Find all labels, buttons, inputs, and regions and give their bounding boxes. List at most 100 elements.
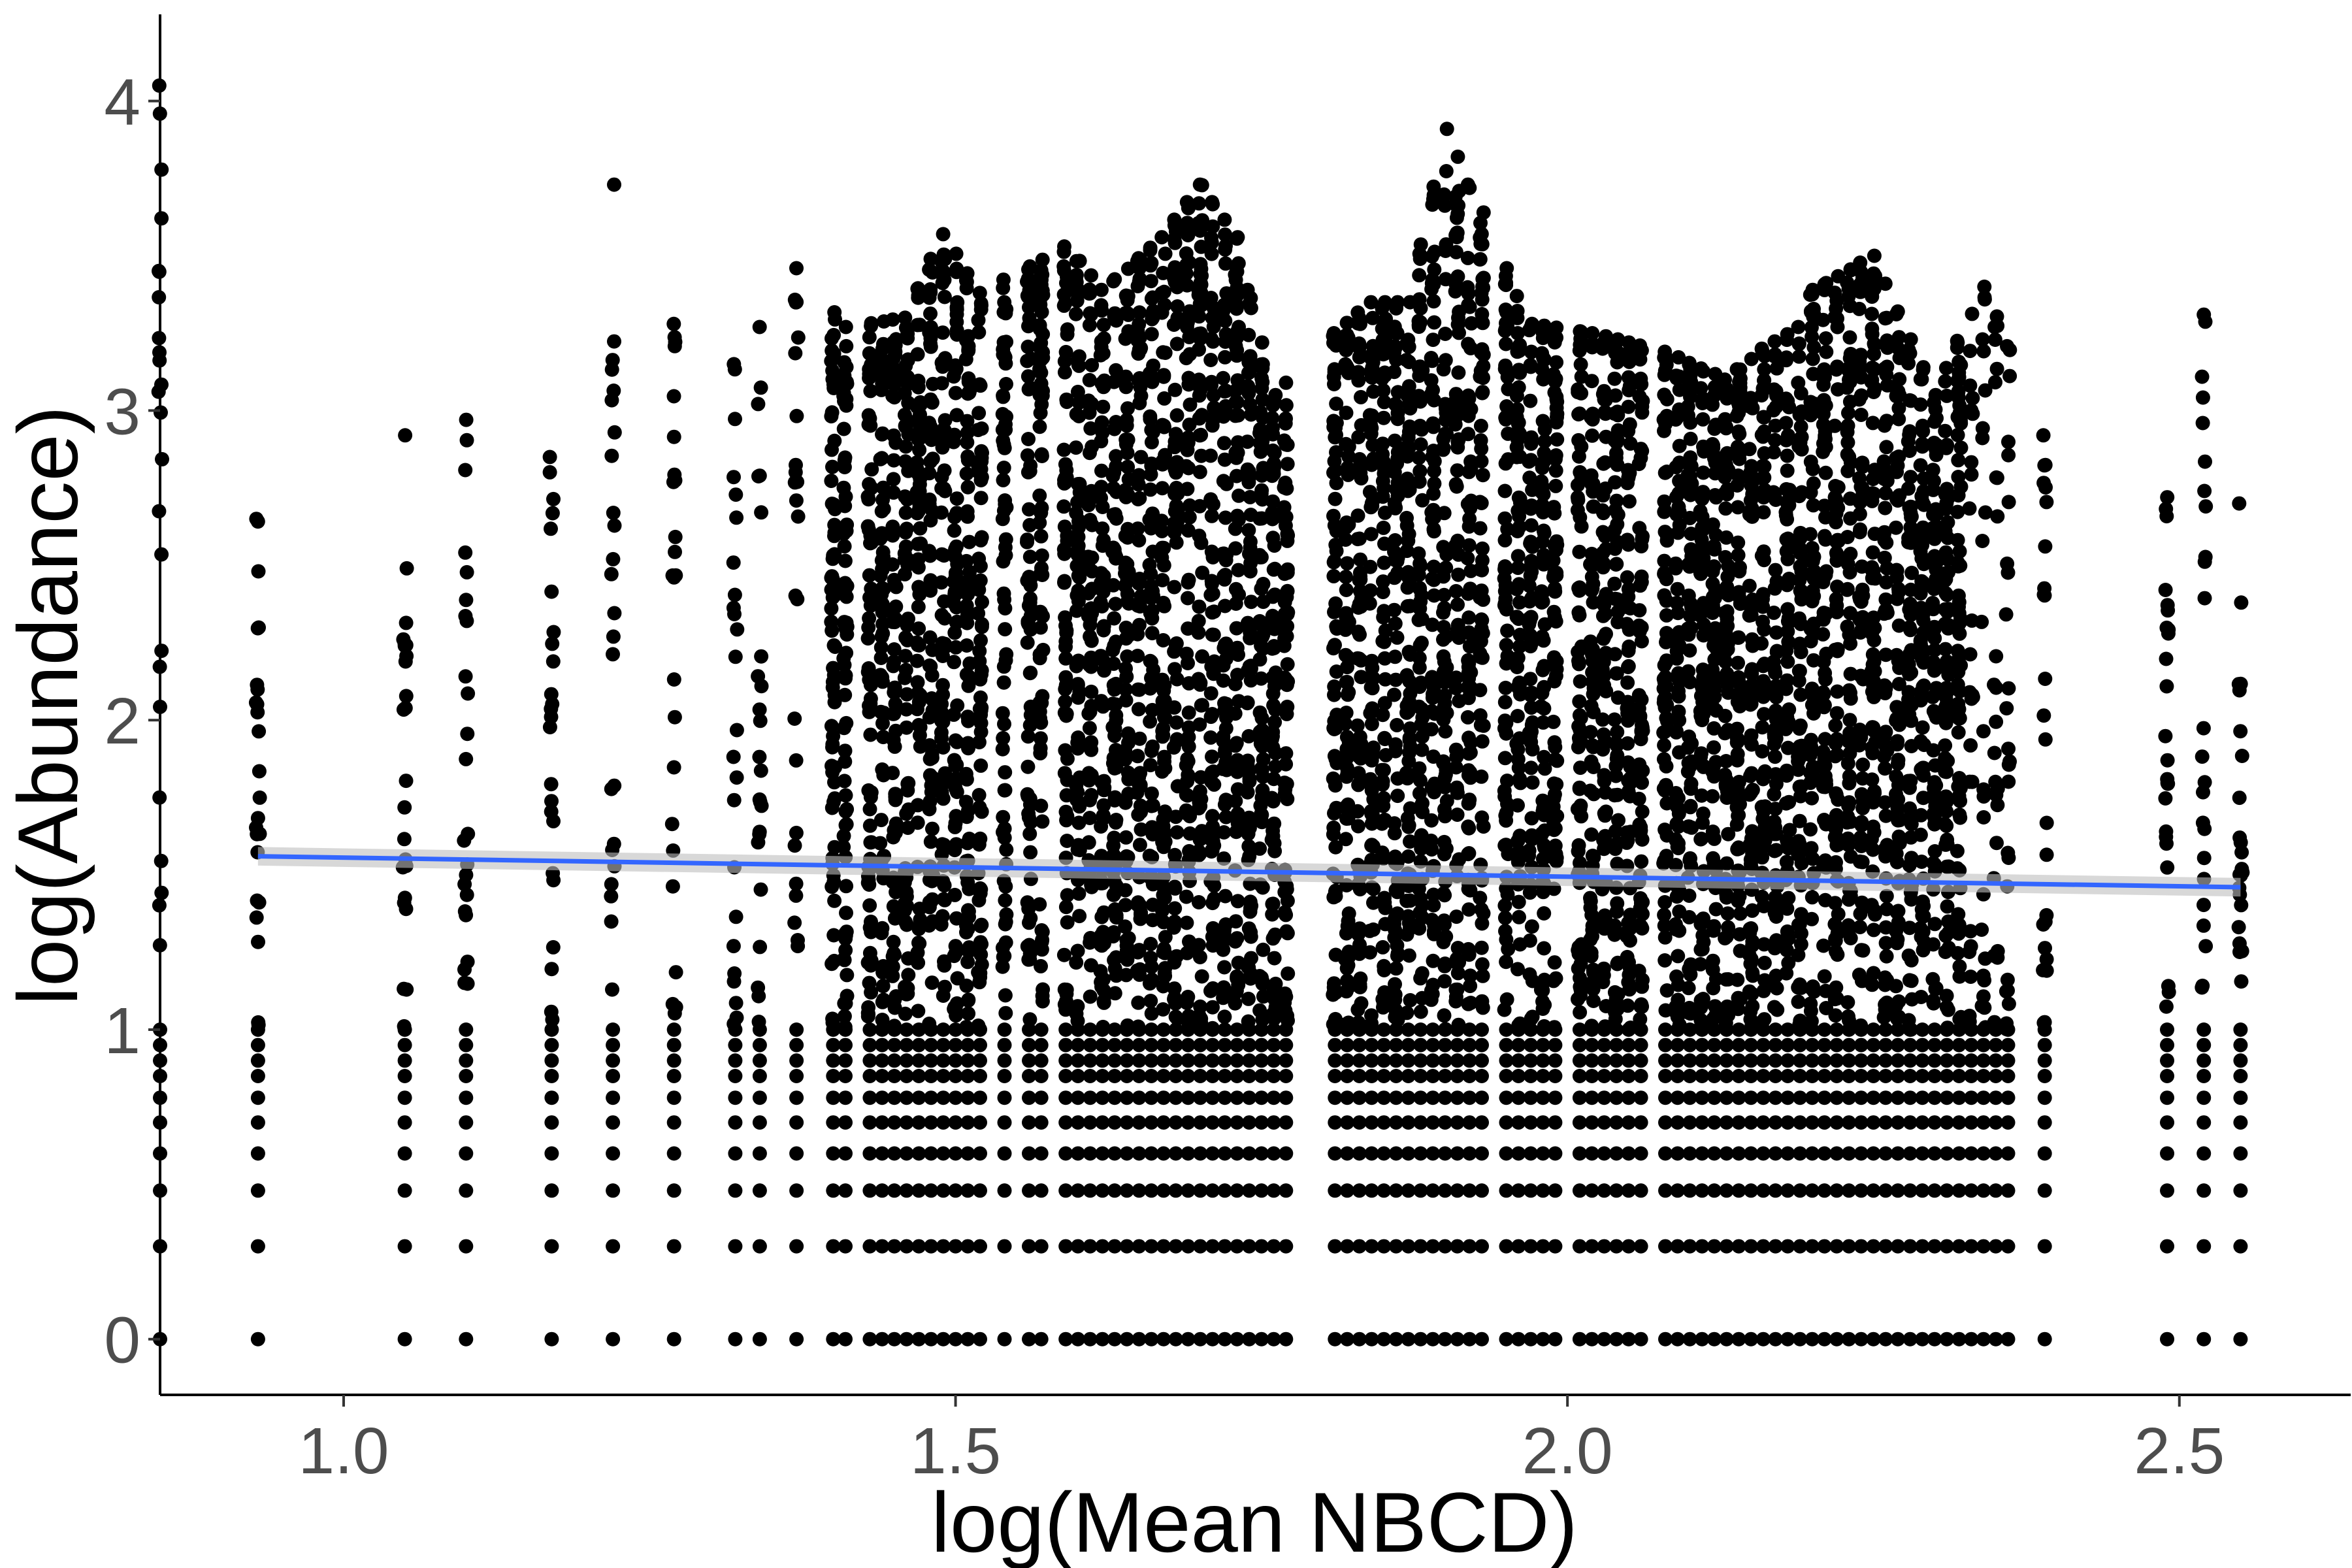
data-point <box>1362 923 1377 938</box>
data-point <box>1230 1115 1245 1130</box>
data-point <box>1463 979 1478 994</box>
data-point <box>1021 289 1036 304</box>
data-point <box>1620 532 1635 547</box>
data-point <box>1143 482 1158 497</box>
data-point <box>1584 1090 1599 1105</box>
data-point <box>1204 231 1218 246</box>
data-point <box>728 996 743 1011</box>
data-point <box>1034 923 1049 938</box>
data-point <box>875 605 890 619</box>
data-point <box>1474 345 1489 360</box>
data-point <box>789 261 804 276</box>
data-point <box>1424 842 1439 857</box>
data-point <box>1217 1115 1232 1130</box>
data-point <box>1547 581 1562 596</box>
data-point <box>1339 405 1354 420</box>
data-point <box>899 1053 914 1068</box>
data-point <box>838 1331 853 1347</box>
data-point <box>948 385 963 400</box>
data-point <box>1069 955 1084 970</box>
data-point <box>1021 952 1036 967</box>
data-point <box>1181 754 1196 769</box>
data-point <box>960 1115 975 1130</box>
data-point <box>1497 694 1512 710</box>
data-point <box>666 429 681 444</box>
data-point <box>1035 568 1050 582</box>
data-point <box>1475 916 1490 931</box>
data-point <box>397 1069 412 1083</box>
data-point <box>875 1331 890 1347</box>
data-point <box>1228 541 1243 556</box>
data-point <box>1498 680 1513 695</box>
data-point <box>1022 1069 1036 1083</box>
data-point <box>459 433 474 448</box>
data-point <box>1130 749 1145 764</box>
data-point <box>922 290 937 305</box>
data-point <box>1573 357 1588 372</box>
data-point <box>397 1183 412 1198</box>
data-point <box>1597 1239 1612 1254</box>
data-point <box>752 1069 767 1083</box>
data-point <box>838 1090 853 1105</box>
data-point <box>888 696 903 711</box>
data-point <box>885 766 900 781</box>
data-point <box>863 384 878 399</box>
data-point <box>997 1022 1012 1037</box>
data-point <box>973 947 988 962</box>
data-point <box>1058 1183 1073 1198</box>
data-point <box>607 606 622 621</box>
data-point <box>1437 834 1452 849</box>
data-point <box>1032 897 1047 912</box>
data-point <box>1267 446 1282 461</box>
data-point <box>666 1069 681 1083</box>
data-point <box>1120 459 1135 474</box>
data-point <box>1597 806 1612 821</box>
data-point <box>961 741 975 756</box>
data-point <box>1448 417 1463 432</box>
data-point <box>1635 529 1650 544</box>
data-point <box>922 802 937 817</box>
data-point <box>958 766 973 781</box>
data-point <box>999 376 1013 391</box>
data-point <box>1524 518 1539 533</box>
data-point <box>1242 1037 1257 1053</box>
data-point <box>1228 408 1243 423</box>
data-point <box>1118 898 1133 913</box>
data-point <box>960 1069 975 1083</box>
data-point <box>1133 599 1147 614</box>
data-point <box>1070 1090 1085 1105</box>
data-point <box>1096 532 1111 547</box>
data-point <box>728 487 743 502</box>
data-point <box>604 566 619 581</box>
data-point <box>1181 575 1196 590</box>
data-point <box>1632 1021 1647 1036</box>
data-point <box>1168 1090 1183 1105</box>
data-point <box>1228 794 1243 809</box>
data-point <box>397 636 412 651</box>
data-point <box>1207 400 1222 416</box>
data-point <box>996 472 1011 487</box>
data-point <box>1107 953 1122 968</box>
data-point <box>1633 1069 1648 1083</box>
data-point <box>948 1022 963 1037</box>
data-point <box>911 621 926 636</box>
data-point <box>1535 685 1550 700</box>
data-point <box>459 1115 474 1130</box>
data-point <box>1132 261 1147 276</box>
data-point <box>885 968 900 983</box>
data-point <box>789 888 804 903</box>
data-point <box>1157 598 1172 613</box>
data-point <box>788 346 803 361</box>
data-point <box>545 696 560 711</box>
data-point <box>838 553 853 568</box>
data-point <box>606 551 621 566</box>
data-point <box>1413 1004 1428 1019</box>
data-point <box>1109 708 1124 723</box>
data-point <box>1326 329 1341 344</box>
data-point <box>1352 627 1367 642</box>
data-point <box>1131 1019 1146 1034</box>
data-point <box>727 587 742 602</box>
data-point <box>922 492 937 507</box>
data-point <box>1095 1090 1110 1105</box>
data-point <box>838 1115 853 1130</box>
